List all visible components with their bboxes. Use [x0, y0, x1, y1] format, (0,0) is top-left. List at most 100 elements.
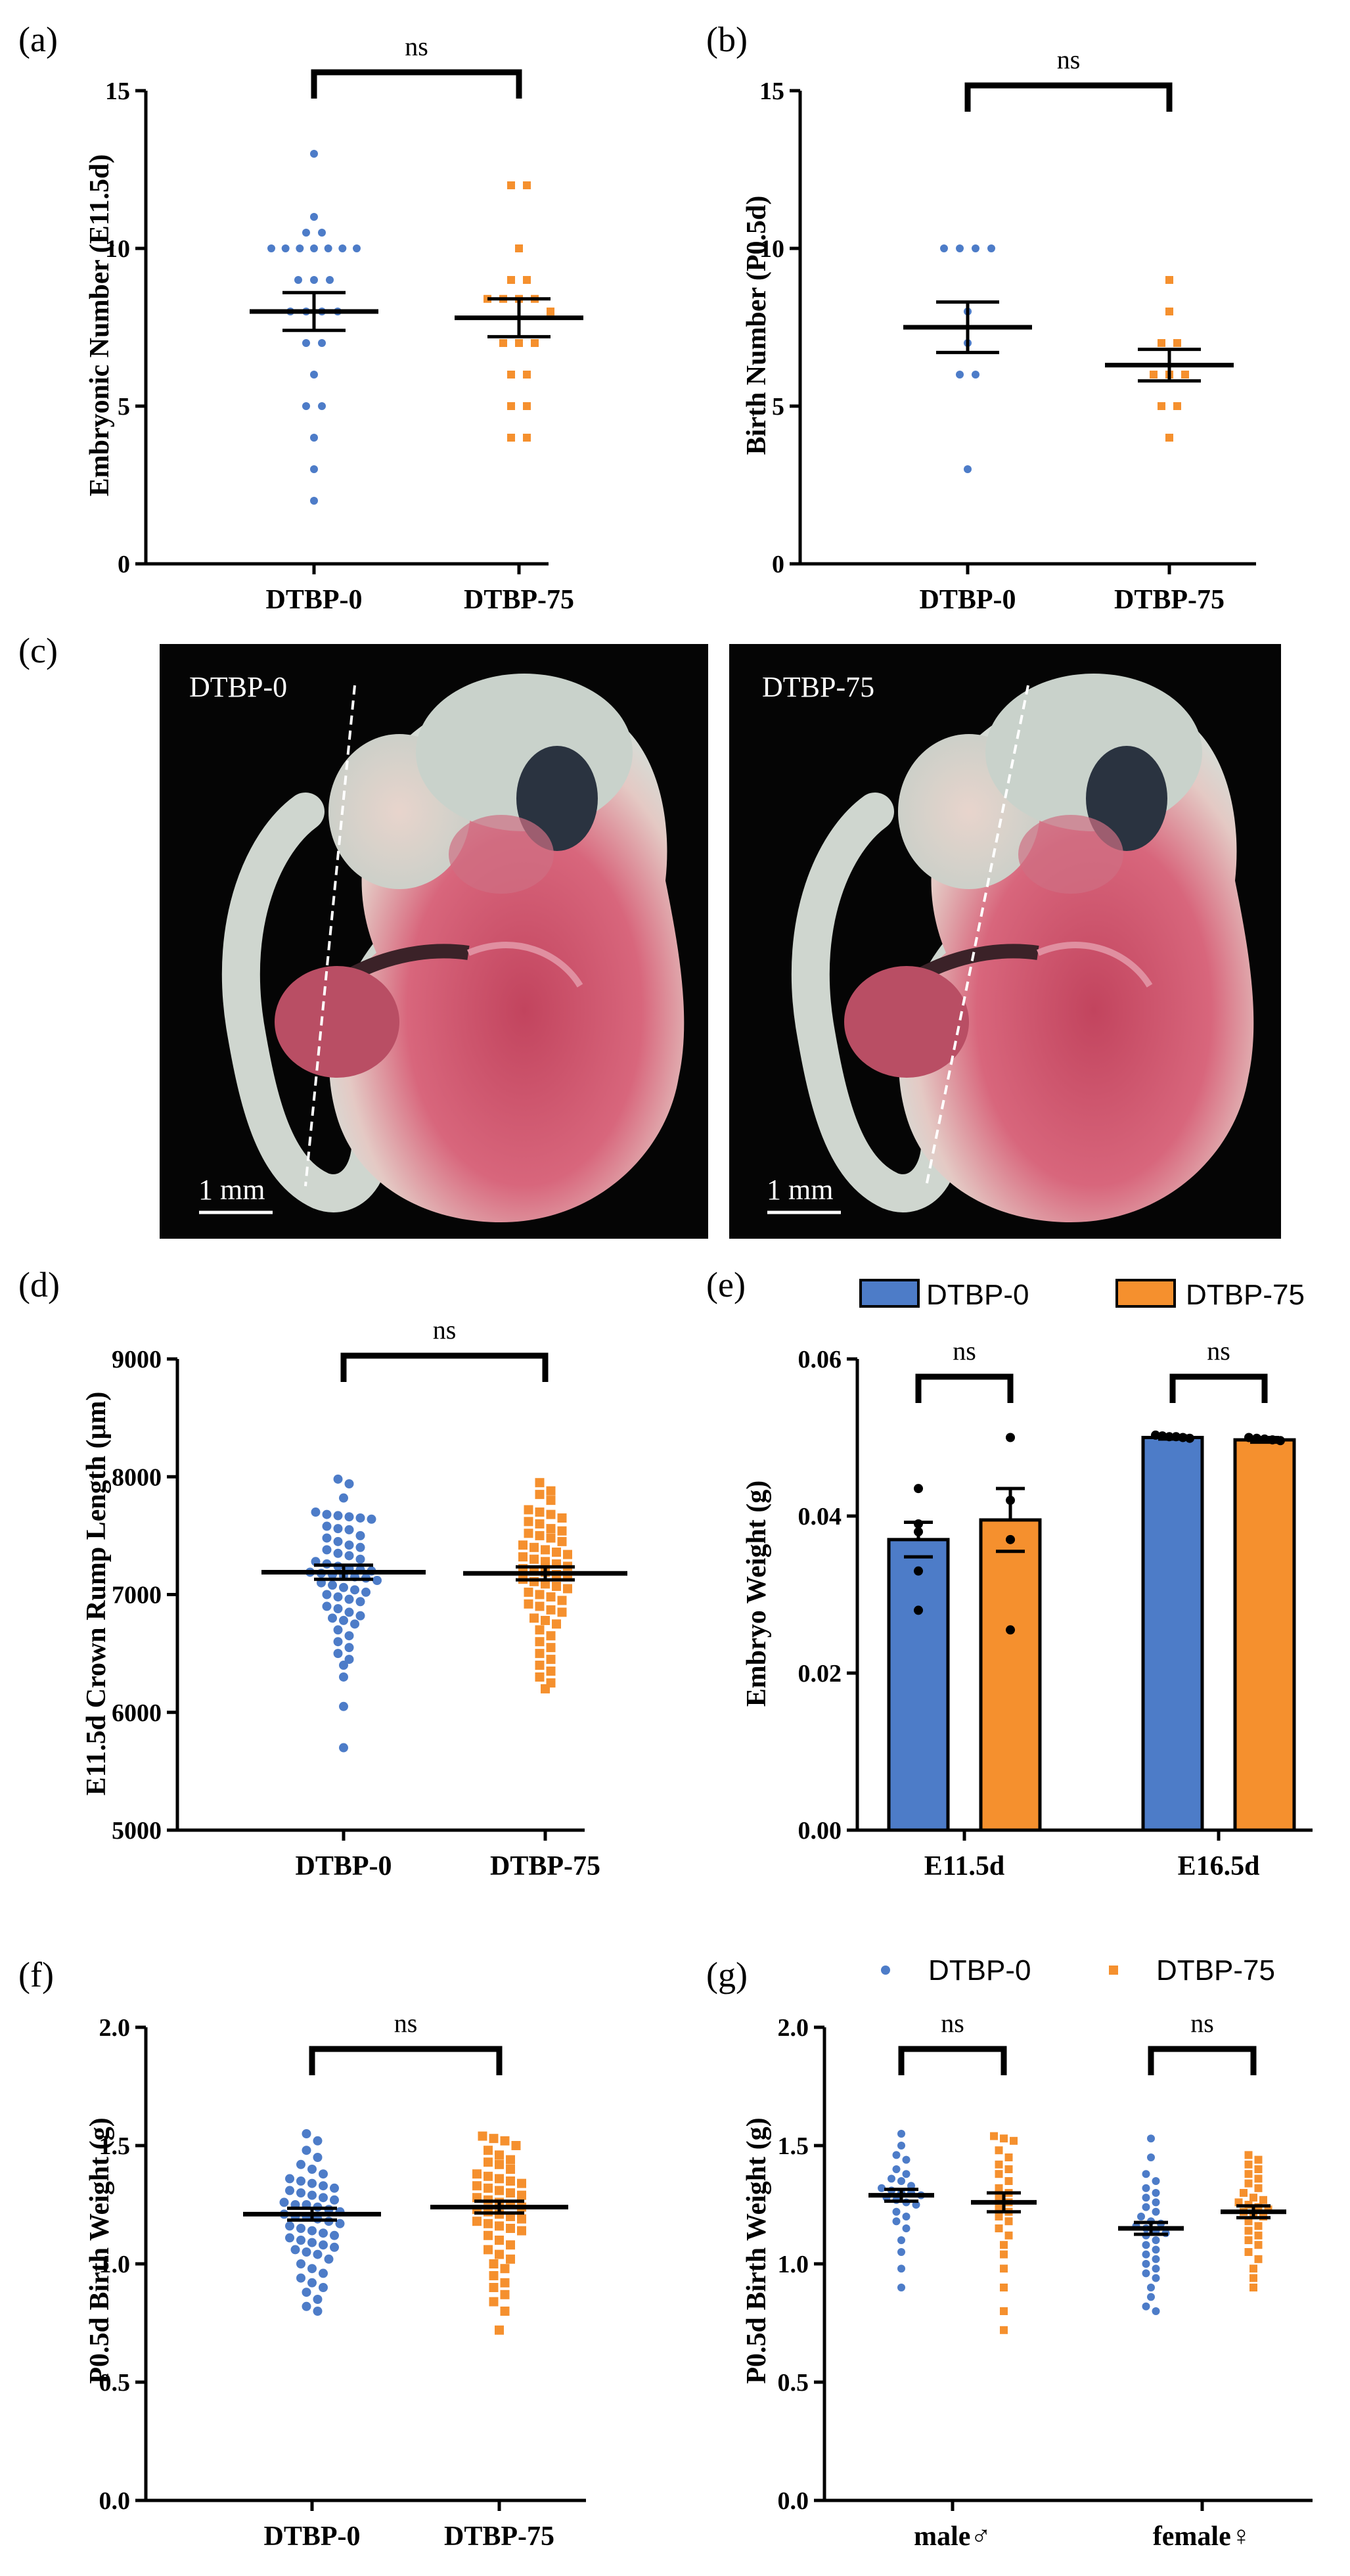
- data-point-dtbp75: [1000, 2307, 1008, 2315]
- bar-dtbp0: [1141, 1436, 1204, 1832]
- data-point-dtbp0: [892, 2207, 901, 2216]
- legend-swatch-dtbp0: [859, 1279, 920, 1308]
- panel-d-ylabel: E11.5d Crown Rump Length (μm): [81, 1392, 112, 1796]
- data-point-dtbp0: [322, 1533, 332, 1543]
- data-point-dtbp75: [1181, 371, 1189, 379]
- data-point-dtbp0: [313, 2153, 323, 2162]
- panel-e-chart: 0.00 0.02 0.04 0.06 E11.5d ns E16.5d ns: [798, 1336, 1313, 1881]
- data-point-dtbp75: [541, 1615, 550, 1625]
- panel-g-letter: (g): [706, 1955, 748, 1994]
- y-tick-label: 10: [105, 235, 130, 263]
- data-point-dtbp75: [529, 1542, 539, 1552]
- data-point-dtbp75: [1000, 2265, 1008, 2273]
- data-point: [1171, 1432, 1181, 1442]
- data-point-dtbp75: [472, 2217, 482, 2226]
- data-point-dtbp75: [1000, 2134, 1008, 2143]
- data-point-dtbp75: [1004, 2177, 1013, 2185]
- data-point: [914, 1566, 923, 1576]
- data-point-dtbp75: [495, 2159, 504, 2169]
- data-point-dtbp75: [535, 1507, 545, 1517]
- panel-f-chart: 0.0 0.5 1.0 1.5 2.0 DTBP-0 DTBP-75 ns: [99, 2008, 586, 2552]
- data-point-dtbp0: [285, 2186, 294, 2196]
- significance-label: ns: [941, 2008, 964, 2038]
- data-point: [1151, 1430, 1160, 1440]
- embryo-photo-left: DTBP-0 1 mm: [160, 644, 708, 1239]
- data-point-dtbp0: [310, 465, 318, 473]
- data-point-dtbp75: [1254, 2174, 1263, 2183]
- significance-label: ns: [953, 1336, 976, 1366]
- data-point-dtbp75: [500, 2136, 510, 2146]
- data-point-dtbp0: [344, 1631, 354, 1641]
- data-point-dtbp75: [557, 1607, 567, 1617]
- data-point-dtbp0: [372, 1575, 382, 1585]
- data-point-dtbp75: [484, 2171, 493, 2181]
- data-point-dtbp0: [339, 1743, 348, 1753]
- x-tick-label: male♂: [914, 2521, 991, 2552]
- data-point-dtbp75: [1165, 434, 1173, 442]
- data-point-dtbp75: [1004, 2153, 1013, 2161]
- data-point-dtbp0: [1147, 2284, 1155, 2291]
- data-point-dtbp75: [1173, 339, 1181, 347]
- data-point-dtbp75: [1158, 402, 1165, 410]
- legend-label-dtbp75: DTBP-75: [1156, 1954, 1275, 1987]
- data-point-dtbp75: [541, 1579, 550, 1589]
- data-point-dtbp75: [1244, 2226, 1253, 2235]
- data-point-dtbp0: [1147, 2293, 1155, 2301]
- data-point-dtbp0: [897, 2265, 905, 2273]
- data-point-dtbp0: [1152, 2307, 1160, 2315]
- data-point-dtbp75: [1254, 2155, 1263, 2164]
- data-point-dtbp75: [500, 2278, 510, 2288]
- data-point-dtbp75: [517, 2178, 526, 2188]
- x-tick-label: DTBP-75: [1114, 585, 1225, 615]
- data-point-dtbp0: [302, 402, 310, 410]
- data-point-dtbp75: [507, 181, 515, 189]
- data-point-dtbp0: [333, 1536, 343, 1546]
- significance-bracket: [311, 69, 522, 99]
- embryo-drawing: [221, 674, 685, 1222]
- data-point-dtbp75: [1249, 2284, 1257, 2291]
- embryo-drawing: [791, 674, 1254, 1222]
- data-point-dtbp0: [333, 1592, 343, 1602]
- y-tick-label: 0.0: [778, 2487, 809, 2515]
- data-point-dtbp75: [500, 2307, 510, 2316]
- data-point-dtbp0: [355, 1513, 365, 1523]
- data-point-dtbp75: [518, 1540, 528, 1550]
- bar-dtbp75: [1233, 1438, 1296, 1832]
- data-point-dtbp75: [1010, 2136, 1018, 2145]
- data-point-dtbp75: [1254, 2184, 1263, 2192]
- data-point-dtbp75: [1249, 2194, 1257, 2202]
- y-tick-label: 1.5: [99, 2132, 131, 2160]
- data-point-dtbp75: [507, 276, 515, 284]
- data-point-dtbp75: [1004, 2217, 1013, 2226]
- data-point-dtbp0: [1142, 2194, 1150, 2202]
- data-point: [914, 1519, 923, 1529]
- panel-b-letter: (b): [706, 20, 748, 59]
- data-point-dtbp75: [484, 2219, 493, 2228]
- data-point-dtbp75: [1254, 2255, 1263, 2263]
- data-point-dtbp75: [506, 2254, 515, 2264]
- data-point-dtbp75: [546, 1533, 556, 1543]
- data-point-dtbp0: [319, 2283, 328, 2292]
- panel-a-ylabel: Embryonic Number (E11.5d): [85, 154, 115, 497]
- data-point-dtbp0: [302, 339, 310, 347]
- data-point-dtbp75: [1150, 371, 1158, 379]
- data-point-dtbp75: [546, 1486, 556, 1496]
- data-point-dtbp75: [552, 1619, 561, 1629]
- data-point-dtbp0: [322, 1509, 332, 1519]
- y-tick-label: 0.00: [798, 1817, 842, 1845]
- axis-dash-line: [925, 685, 1029, 1187]
- data-point-dtbp0: [339, 1615, 348, 1625]
- y-tick-label: 0.0: [99, 2487, 131, 2515]
- x-tick-label: DTBP-75: [464, 585, 574, 615]
- data-point-dtbp75: [1244, 2236, 1253, 2244]
- data-point-dtbp75: [500, 2264, 510, 2274]
- data-point-dtbp75: [515, 244, 523, 252]
- y-tick-label: 9000: [112, 1346, 162, 1373]
- data-point-dtbp75: [546, 1496, 556, 1506]
- y-tick-label: 15: [105, 78, 130, 105]
- data-point-dtbp0: [1142, 2302, 1150, 2311]
- y-tick-label: 2.0: [778, 2014, 809, 2042]
- data-point-dtbp0: [307, 2190, 317, 2200]
- data-point-dtbp75: [1244, 2179, 1253, 2188]
- data-point-dtbp75: [1158, 339, 1165, 347]
